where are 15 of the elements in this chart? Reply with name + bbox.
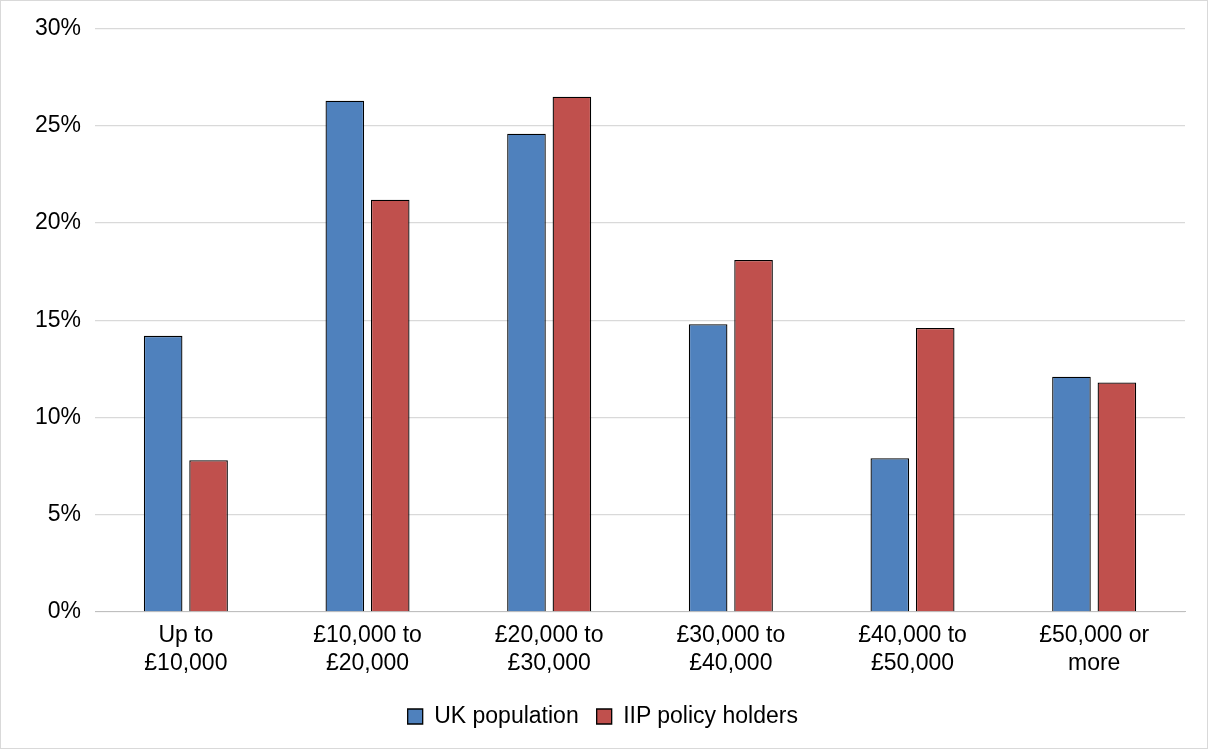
x-tick-label: £40,000 to £50,000 bbox=[858, 620, 967, 675]
y-tick-label: 30% bbox=[34, 14, 82, 41]
x-tick-label: Up to £10,000 bbox=[144, 620, 228, 675]
legend-label: UK population bbox=[434, 701, 579, 728]
x-tick-label: £50,000 or more bbox=[1039, 620, 1150, 675]
y-tick-label: 5% bbox=[47, 499, 82, 526]
y-tick-label: 20% bbox=[34, 208, 82, 235]
x-tick-label: £20,000 to £30,000 bbox=[494, 620, 604, 675]
y-tick-label: 25% bbox=[34, 111, 82, 138]
y-tick-label: 10% bbox=[34, 402, 82, 429]
y-tick-label: 15% bbox=[34, 305, 82, 332]
x-tick-label: £30,000 to £40,000 bbox=[676, 620, 786, 675]
legend-label: IIP policy holders bbox=[623, 701, 798, 728]
y-tick-label: 0% bbox=[47, 597, 82, 624]
x-tick-label: £10,000 to £20,000 bbox=[313, 620, 422, 675]
